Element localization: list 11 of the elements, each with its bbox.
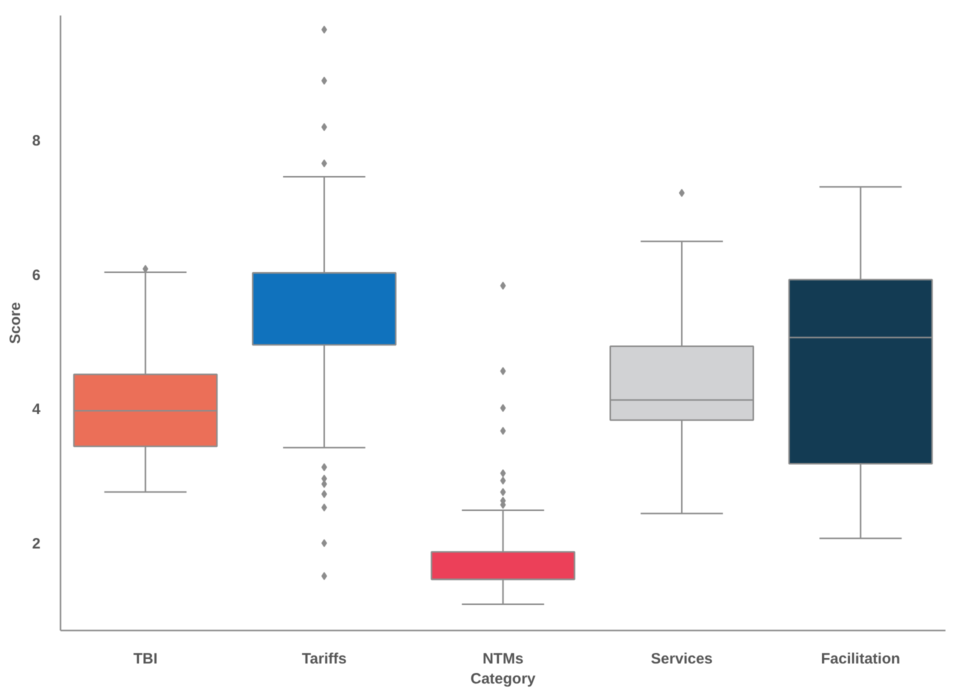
y-tick-label: 8 xyxy=(32,132,40,150)
y-tick-label: 6 xyxy=(32,266,40,284)
y-tick-label: 4 xyxy=(32,401,42,418)
x-tick-label: NTMs xyxy=(482,650,524,668)
x-tick-label: TBI xyxy=(133,650,158,668)
x-tick-label: Services xyxy=(650,650,713,668)
x-axis-title: Category xyxy=(470,670,536,688)
x-tick-label: Facilitation xyxy=(820,650,900,668)
y-axis-title: Score xyxy=(7,302,24,344)
y-tick-label: 2 xyxy=(32,536,40,553)
x-tick-label: Tariffs xyxy=(302,650,347,668)
